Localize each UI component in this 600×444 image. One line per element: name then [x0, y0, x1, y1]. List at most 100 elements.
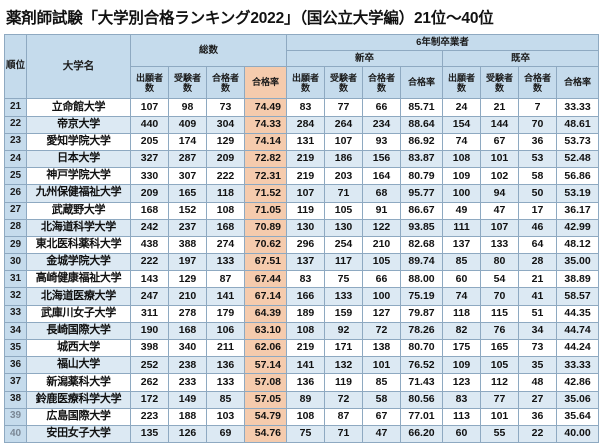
cell-past-rate: 53.19: [556, 184, 600, 203]
cell-rank: 28: [4, 218, 27, 237]
cell-total-applicants: 327: [130, 149, 169, 169]
cell-past-rate: 56.86: [556, 167, 600, 186]
cell-past-examinees: 54: [480, 270, 520, 289]
cell-total-rate: 67.14: [243, 287, 288, 306]
cell-new-passers: 101: [362, 356, 402, 375]
cell-new-rate: 86.67: [400, 201, 444, 220]
cell-rank: 35: [4, 338, 27, 358]
cell-new-passers: 91: [362, 201, 402, 220]
cell-past-rate: 38.89: [556, 270, 600, 289]
header-new-examinees-line2: 数: [339, 82, 349, 93]
cell-university: 鈴鹿医療科学大学: [26, 390, 131, 409]
cell-university: 北海道医療大学: [26, 287, 131, 306]
cell-total-passers: 211: [206, 338, 245, 358]
table-row: 31 高崎健康福祉大学 143 129 87 67.44 83 75 66 88.00 60 54 21…: [4, 270, 600, 289]
cell-university: 日本大学: [26, 149, 131, 169]
cell-total-examinees: 409: [168, 115, 207, 134]
table-row: 33 武庫川女子大学 311 278 179 64.39 189 159 127 79.87 118…: [4, 304, 600, 323]
table-row: 21 立命館大学 107 98 73 74.49 83 77 66 85.71 24 21 7 33.33: [4, 98, 600, 117]
cell-new-rate: 80.70: [400, 338, 444, 358]
cell-new-applicants: 141: [286, 356, 326, 375]
cell-new-passers: 122: [362, 218, 402, 237]
header-group-six-year: 6年制卒業者: [286, 34, 600, 52]
cell-past-examinees: 70: [480, 287, 520, 306]
cell-past-applicants: 74: [442, 132, 482, 151]
cell-total-examinees: 126: [168, 424, 207, 444]
table-row: 40 安田女子大学 135 126 69 54.76 75 71 47 66.20 60 55 22 40…: [4, 424, 600, 444]
cell-new-rate: 66.20: [400, 424, 444, 444]
header-total-passers: 合格者 数: [206, 66, 245, 100]
table-row: 36 福山大学 252 238 136 57.14 141 132 101 76.52 109 105…: [4, 356, 600, 375]
cell-total-rate: 74.49: [243, 98, 288, 117]
cell-new-examinees: 186: [324, 149, 364, 169]
cell-total-examinees: 149: [168, 390, 207, 409]
cell-past-rate: 42.86: [556, 373, 600, 392]
table-header: 順位 大学名 総数 6年制卒業者 新卒 既卒 出願者 数 受験者 数 合格: [4, 34, 600, 100]
cell-new-rate: 83.87: [400, 149, 444, 169]
cell-total-examinees: 388: [168, 235, 207, 255]
cell-total-passers: 222: [206, 167, 245, 186]
cell-total-applicants: 135: [130, 424, 169, 444]
cell-new-examinees: 264: [324, 115, 364, 134]
cell-past-rate: 33.33: [556, 98, 600, 117]
table-body: 21 立命館大学 107 98 73 74.49 83 77 66 85.71 24 21 7 33.33…: [4, 98, 600, 444]
header-past-examinees-line2: 数: [495, 82, 505, 93]
cell-new-applicants: 136: [286, 373, 326, 392]
cell-total-applicants: 107: [130, 98, 169, 117]
cell-past-rate: 52.48: [556, 149, 600, 169]
cell-total-passers: 304: [206, 115, 245, 134]
cell-total-passers: 136: [206, 356, 245, 375]
cell-past-applicants: 83: [442, 390, 482, 409]
header-university: 大学名: [26, 34, 131, 100]
cell-total-rate: 70.62: [243, 235, 288, 255]
cell-past-applicants: 154: [442, 115, 482, 134]
header-new-applicants-line1: 出願者: [292, 72, 320, 83]
cell-total-examinees: 287: [168, 149, 207, 169]
cell-past-rate: 42.99: [556, 218, 600, 237]
cell-total-applicants: 205: [130, 132, 169, 151]
cell-past-examinees: 80: [480, 253, 520, 272]
cell-past-passers: 28: [518, 253, 558, 272]
header-past-rate: 合格率: [556, 66, 600, 100]
cell-past-examinees: 112: [480, 373, 520, 392]
cell-total-applicants: 262: [130, 373, 169, 392]
cell-university: 高崎健康福祉大学: [26, 270, 131, 289]
cell-new-examinees: 132: [324, 356, 364, 375]
cell-total-rate: 72.82: [243, 149, 288, 169]
cell-new-applicants: 131: [286, 132, 326, 151]
table-row: 24 日本大学 327 287 209 72.82 219 186 156 83.87 108 101…: [4, 149, 600, 169]
cell-new-passers: 105: [362, 253, 402, 272]
cell-university: 北海道科学大学: [26, 218, 131, 237]
cell-new-examinees: 87: [324, 407, 364, 426]
cell-new-examinees: 75: [324, 270, 364, 289]
cell-rank: 26: [4, 184, 27, 203]
cell-total-applicants: 440: [130, 115, 169, 134]
cell-past-passers: 27: [518, 390, 558, 409]
cell-total-examinees: 168: [168, 321, 207, 341]
cell-new-examinees: 71: [324, 184, 364, 203]
cell-total-applicants: 172: [130, 390, 169, 409]
cell-new-examinees: 117: [324, 253, 364, 272]
cell-new-rate: 79.87: [400, 304, 444, 323]
cell-university: 長崎国際大学: [26, 321, 131, 341]
cell-total-examinees: 165: [168, 184, 207, 203]
cell-total-examinees: 278: [168, 304, 207, 323]
cell-new-rate: 86.92: [400, 132, 444, 151]
cell-total-applicants: 311: [130, 304, 169, 323]
cell-past-passers: 36: [518, 132, 558, 151]
cell-past-applicants: 49: [442, 201, 482, 220]
cell-past-passers: 22: [518, 424, 558, 444]
cell-past-rate: 44.24: [556, 338, 600, 358]
cell-total-examinees: 238: [168, 356, 207, 375]
cell-past-passers: 50: [518, 184, 558, 203]
cell-new-applicants: 108: [286, 321, 326, 341]
header-total-examinees-line2: 数: [182, 82, 192, 93]
cell-new-applicants: 107: [286, 184, 326, 203]
cell-total-passers: 274: [206, 235, 245, 255]
cell-total-passers: 133: [206, 373, 245, 392]
cell-past-rate: 53.73: [556, 132, 600, 151]
cell-past-applicants: 82: [442, 321, 482, 341]
cell-university: 安田女子大学: [26, 424, 131, 444]
cell-past-examinees: 101: [480, 407, 520, 426]
cell-total-applicants: 398: [130, 338, 169, 358]
